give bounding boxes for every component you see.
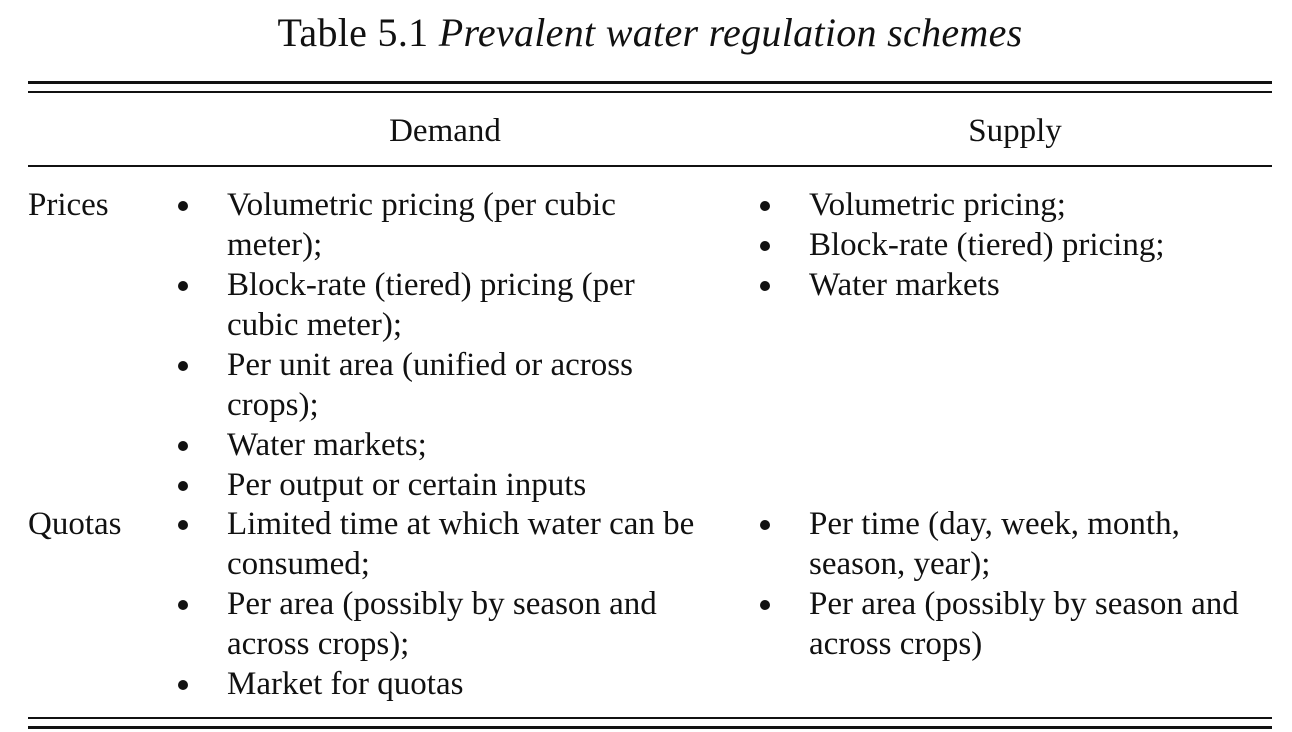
bullet-icon <box>178 520 188 530</box>
list-item: Market for quotas <box>168 664 707 704</box>
list-item: Block-rate (tiered) pricing; <box>750 225 1269 265</box>
list-item-text: Market for quotas <box>227 666 464 702</box>
quotas-demand-cell: Limited time at which water can be consu… <box>168 504 738 704</box>
row-label-prices: Prices <box>28 187 109 223</box>
list-item-text: Limited time at which water can be consu… <box>227 506 695 582</box>
list-item-text: Water markets; <box>227 427 427 463</box>
bottom-rule-outer <box>28 726 1272 729</box>
list-item: Volumetric pricing; <box>750 185 1269 225</box>
list-item: Per area (possibly by season and across … <box>750 584 1269 664</box>
caption-label: Table 5.1 <box>277 10 429 55</box>
list-item: Limited time at which water can be consu… <box>168 504 707 584</box>
bullet-icon <box>178 481 188 491</box>
list-item-text: Block-rate (tiered) pricing (per cubic m… <box>227 267 635 343</box>
list-item-text: Per unit area (unified or across crops); <box>227 347 633 423</box>
list-item: Water markets; <box>168 425 707 465</box>
bullet-icon <box>178 201 188 211</box>
bullet-icon <box>760 241 770 251</box>
quotas-supply-list: Per time (day, week, month, season, year… <box>750 504 1270 664</box>
list-item-text: Block-rate (tiered) pricing; <box>809 227 1165 263</box>
list-item-text: Per output or certain inputs <box>227 467 587 503</box>
prices-supply-cell: Volumetric pricing; Block-rate (tiered) … <box>750 185 1270 305</box>
list-item-text: Volumetric pricing (per cubic meter); <box>227 187 616 263</box>
bottom-rule-inner <box>28 717 1272 719</box>
bullet-icon <box>178 361 188 371</box>
quotas-demand-list: Limited time at which water can be consu… <box>168 504 738 704</box>
column-header-demand: Demand <box>389 113 501 149</box>
top-rule-outer <box>28 81 1272 84</box>
prices-demand-cell: Volumetric pricing (per cubic meter); Bl… <box>168 185 738 505</box>
column-header-supply: Supply <box>968 113 1062 149</box>
bullet-icon <box>178 680 188 690</box>
list-item: Water markets <box>750 265 1269 305</box>
bullet-icon <box>760 201 770 211</box>
caption-title: Prevalent water regulation schemes <box>438 10 1023 55</box>
list-item: Per area (possibly by season and across … <box>168 584 707 664</box>
bullet-icon <box>760 281 770 291</box>
list-item: Block-rate (tiered) pricing (per cubic m… <box>168 265 707 345</box>
bullet-icon <box>760 520 770 530</box>
bullet-icon <box>178 441 188 451</box>
top-rule-inner <box>28 91 1272 93</box>
bullet-icon <box>178 281 188 291</box>
table-caption: Table 5.1 Prevalent water regulation sch… <box>0 6 1292 60</box>
bullet-icon <box>760 600 770 610</box>
list-item: Per output or certain inputs <box>168 465 707 505</box>
row-label-quotas: Quotas <box>28 506 122 542</box>
list-item: Per time (day, week, month, season, year… <box>750 504 1269 584</box>
list-item: Per unit area (unified or across crops); <box>168 345 707 425</box>
prices-demand-list: Volumetric pricing (per cubic meter); Bl… <box>168 185 738 505</box>
list-item: Volumetric pricing (per cubic meter); <box>168 185 707 265</box>
header-rule <box>28 165 1272 167</box>
list-item-text: Per area (possibly by season and across … <box>227 586 657 662</box>
prices-supply-list: Volumetric pricing; Block-rate (tiered) … <box>750 185 1270 305</box>
list-item-text: Per time (day, week, month, season, year… <box>809 506 1180 582</box>
list-item-text: Per area (possibly by season and across … <box>809 586 1239 662</box>
list-item-text: Water markets <box>809 267 1000 303</box>
quotas-supply-cell: Per time (day, week, month, season, year… <box>750 504 1270 664</box>
bullet-icon <box>178 600 188 610</box>
list-item-text: Volumetric pricing; <box>809 187 1066 223</box>
